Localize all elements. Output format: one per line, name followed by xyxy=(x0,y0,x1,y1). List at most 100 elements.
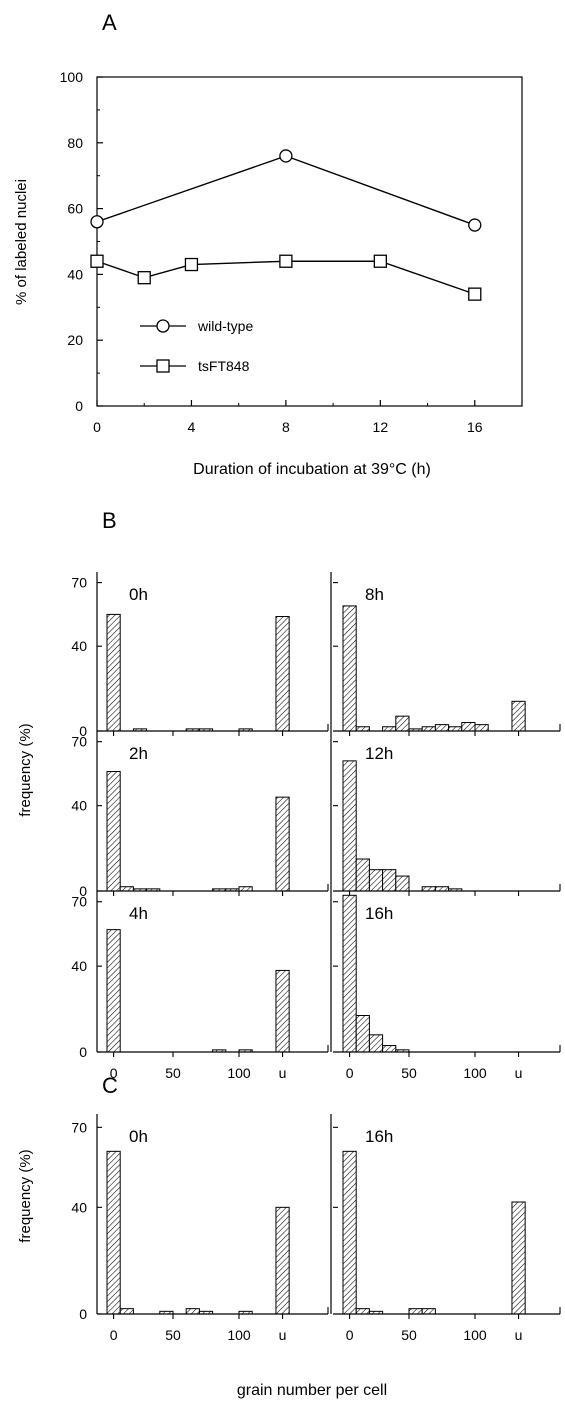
y-tick-label: 70 xyxy=(71,1119,87,1135)
bar-12h xyxy=(368,869,384,892)
series-wild-type-point xyxy=(468,218,482,232)
chart-a-y-tick-label: 0 xyxy=(75,398,83,414)
x-tick-label: 50 xyxy=(165,1065,181,1081)
bar-16h xyxy=(342,894,357,1053)
x-tick-label: u xyxy=(279,1065,287,1081)
bar-12h xyxy=(421,886,436,892)
bar-4h xyxy=(275,969,290,1053)
chart-c-x-axis-label: grain number per cell xyxy=(237,1382,387,1399)
bar-12h xyxy=(342,760,357,892)
bar-8h xyxy=(421,726,436,732)
bar-8h xyxy=(474,724,489,732)
chart-b-subplot-16h: 0 50 100 u 16h xyxy=(333,894,561,1081)
chart-a-frame xyxy=(96,76,523,407)
subplot-label: 2h xyxy=(129,744,148,763)
chart-a-y-ticks: 0 20 40 60 80 100 xyxy=(60,69,103,414)
subplot-label: 0h xyxy=(129,1127,148,1146)
subplot-label: 4h xyxy=(129,904,148,923)
bar-12h xyxy=(395,875,410,892)
bar-8h xyxy=(434,724,450,732)
subplot-label: 8h xyxy=(365,585,384,604)
chart-c-y-axis-label: frequency (%) xyxy=(17,1149,34,1242)
chart-a-x-axis-label: Duration of incubation at 39°C (h) xyxy=(193,461,431,478)
bar-0h xyxy=(119,1308,134,1315)
y-tick-label: 70 xyxy=(71,734,87,750)
y-tick-label: 70 xyxy=(71,575,87,591)
bar-0h xyxy=(275,616,290,732)
y-tick-label: 40 xyxy=(71,798,87,814)
legend-wild-type-label: wild-type xyxy=(197,318,253,334)
subplot-label: 16h xyxy=(365,1127,393,1146)
chart-a-y-tick-label: 40 xyxy=(67,266,83,282)
series-wild-type-point xyxy=(279,149,293,163)
bar-8h xyxy=(355,726,370,732)
bar-16h xyxy=(368,1034,384,1053)
series-tsft848-point xyxy=(184,257,199,272)
chart-a-x-tick-label: 12 xyxy=(373,419,389,435)
y-tick-label: 0 xyxy=(79,1306,87,1322)
x-tick-label: u xyxy=(515,1327,523,1343)
chart-a-y-tick-label: 60 xyxy=(67,201,83,217)
x-tick-label: 0 xyxy=(346,1327,354,1343)
bar-8h xyxy=(461,722,476,732)
x-tick-label: 100 xyxy=(463,1327,487,1343)
y-tick-label: 40 xyxy=(71,638,87,654)
chart-b-subplot-4h: 0 40 70 0 50 100 u 4h xyxy=(71,891,329,1081)
x-tick-label: 100 xyxy=(227,1065,251,1081)
x-tick-label: 50 xyxy=(401,1065,417,1081)
chart-a-x-tick-label: 8 xyxy=(282,419,290,435)
chart-c-subplot-0h: 0 40 70 0 50 100 u 0h xyxy=(71,1114,329,1343)
subplot-label: 0h xyxy=(129,585,148,604)
chart-c: 0 40 70 0 50 100 u 0h 0 50 100 u 16h xyxy=(71,1114,561,1343)
x-tick-label: 0 xyxy=(110,1327,118,1343)
bar-16h xyxy=(355,1015,370,1053)
bar-16h xyxy=(342,1150,357,1315)
chart-a-x-tick-label: 16 xyxy=(467,419,483,435)
y-tick-label: 40 xyxy=(71,1199,87,1215)
bar-8h xyxy=(395,715,410,732)
subplot-label: 16h xyxy=(365,904,393,923)
bar-8h xyxy=(342,605,357,732)
chart-a-x-tick-label: 0 xyxy=(93,419,101,435)
bar-0h xyxy=(106,613,121,732)
bar-12h xyxy=(434,886,450,892)
x-tick-label: 0 xyxy=(110,1065,118,1081)
y-tick-label: 0 xyxy=(79,883,87,899)
y-tick-label: 70 xyxy=(71,894,87,910)
chart-a-x-tick-label: 4 xyxy=(188,419,196,435)
bar-8h xyxy=(448,726,463,732)
y-tick-label: 40 xyxy=(71,958,87,974)
chart-b-subplot-2h: 0 40 70 2h xyxy=(71,731,329,899)
bar-16h xyxy=(408,1308,423,1315)
bar-2h xyxy=(119,886,134,892)
chart-b-y-axis-label: frequency (%) xyxy=(17,723,34,816)
series-wild-type-line xyxy=(96,155,476,226)
bar-12h xyxy=(382,869,397,892)
chart-a: 0 20 40 60 80 100 0 4 8 12 16 % of labeled nuclei… xyxy=(13,69,523,478)
bar-8h xyxy=(511,700,526,732)
series-tsft848-point xyxy=(90,254,104,268)
series-tsft848-point xyxy=(468,287,482,301)
bar-2h xyxy=(238,886,253,892)
x-tick-label: u xyxy=(515,1065,523,1081)
x-tick-label: u xyxy=(279,1327,287,1343)
series-tsft848-line xyxy=(96,260,476,295)
bar-8h xyxy=(382,726,397,732)
x-tick-label: 50 xyxy=(165,1327,181,1343)
bar-12h xyxy=(355,858,370,892)
bar-16h xyxy=(355,1308,370,1315)
x-tick-label: 50 xyxy=(401,1327,417,1343)
bar-16h xyxy=(382,1045,397,1053)
y-tick-label: 0 xyxy=(79,723,87,739)
subplot-label: 12h xyxy=(365,744,393,763)
bar-16h xyxy=(421,1308,436,1315)
legend-wild-type-marker xyxy=(156,319,170,333)
y-tick-label: 0 xyxy=(79,1044,87,1060)
panel-label-b: B xyxy=(102,508,117,533)
x-tick-label: 0 xyxy=(346,1065,354,1081)
chart-a-legend: wild-type tsFT848 xyxy=(140,318,253,374)
chart-a-x-ticks: 0 4 8 12 16 xyxy=(93,400,483,435)
bar-2h xyxy=(275,796,290,892)
